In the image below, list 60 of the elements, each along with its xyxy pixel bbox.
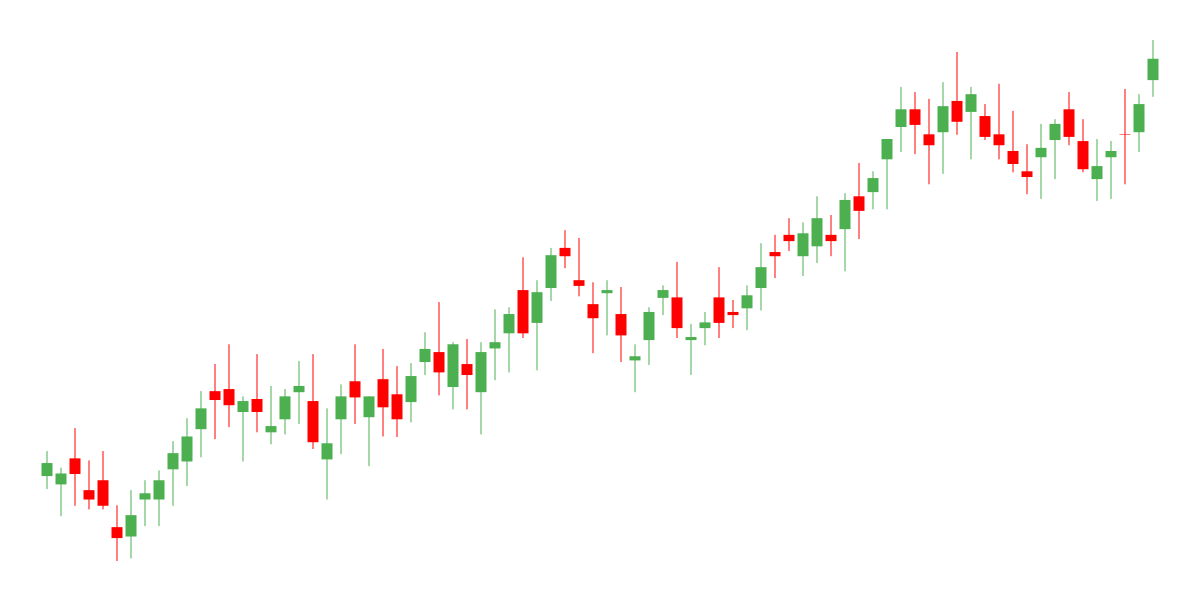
- candlestick: [573, 237, 585, 297]
- candlestick: [825, 214, 837, 257]
- candlestick: [293, 360, 305, 425]
- candlestick: [769, 234, 781, 279]
- candlestick: [1007, 110, 1019, 173]
- candlestick: [167, 440, 179, 507]
- candlestick: [587, 281, 599, 354]
- candlestick: [195, 390, 207, 458]
- candlestick: [279, 388, 291, 435]
- candlestick: [321, 407, 333, 501]
- candlestick: [419, 331, 431, 376]
- candlestick: [363, 395, 375, 467]
- candlestick: [797, 221, 809, 277]
- candlestick: [489, 308, 501, 381]
- candlestick: [1035, 123, 1047, 200]
- candlestick: [951, 51, 963, 136]
- candlestick: [223, 343, 235, 428]
- candlestick: [335, 383, 347, 455]
- candlestick: [111, 504, 123, 562]
- candlestick: [69, 427, 81, 507]
- candlestick: [881, 138, 893, 210]
- candlestick: [153, 469, 165, 527]
- candlestick: [657, 284, 669, 316]
- candlestick: [139, 479, 151, 527]
- candlestick: [559, 229, 571, 269]
- candlestick: [629, 343, 641, 393]
- candlestick: [1119, 88, 1131, 185]
- candlestick: [895, 86, 907, 153]
- candlestick: [461, 338, 473, 410]
- candlestick: [1147, 39, 1159, 98]
- candlestick: [55, 467, 67, 517]
- candlestick: [251, 353, 263, 433]
- candlestick: [923, 98, 935, 185]
- candlestick: [601, 279, 613, 336]
- candlestick: [727, 299, 739, 329]
- candlestick: [349, 343, 361, 425]
- candlestick: [699, 311, 711, 346]
- candlestick: [265, 385, 277, 445]
- candlestick: [1021, 143, 1033, 195]
- candlestick: [993, 83, 1005, 160]
- candlestick: [83, 459, 95, 510]
- candlestick: [909, 91, 921, 155]
- candlestick: [125, 489, 137, 559]
- candlestick: [979, 103, 991, 141]
- candlestick: [741, 284, 753, 331]
- candlestick: [237, 395, 249, 462]
- candlestick: [755, 242, 767, 311]
- candlestick: [503, 306, 515, 373]
- candlestick: [853, 162, 865, 240]
- candlestick: [1091, 138, 1103, 202]
- candlestick: [685, 323, 697, 376]
- candlestick: [783, 217, 795, 252]
- candlestick: [965, 86, 977, 160]
- candlestick: [433, 301, 445, 396]
- candlestick: [41, 450, 53, 490]
- candlestick: [867, 170, 879, 210]
- candlestick: [209, 363, 221, 440]
- candlestick: [615, 286, 627, 363]
- candlestick: [1049, 118, 1061, 180]
- candlestick: [1105, 140, 1117, 200]
